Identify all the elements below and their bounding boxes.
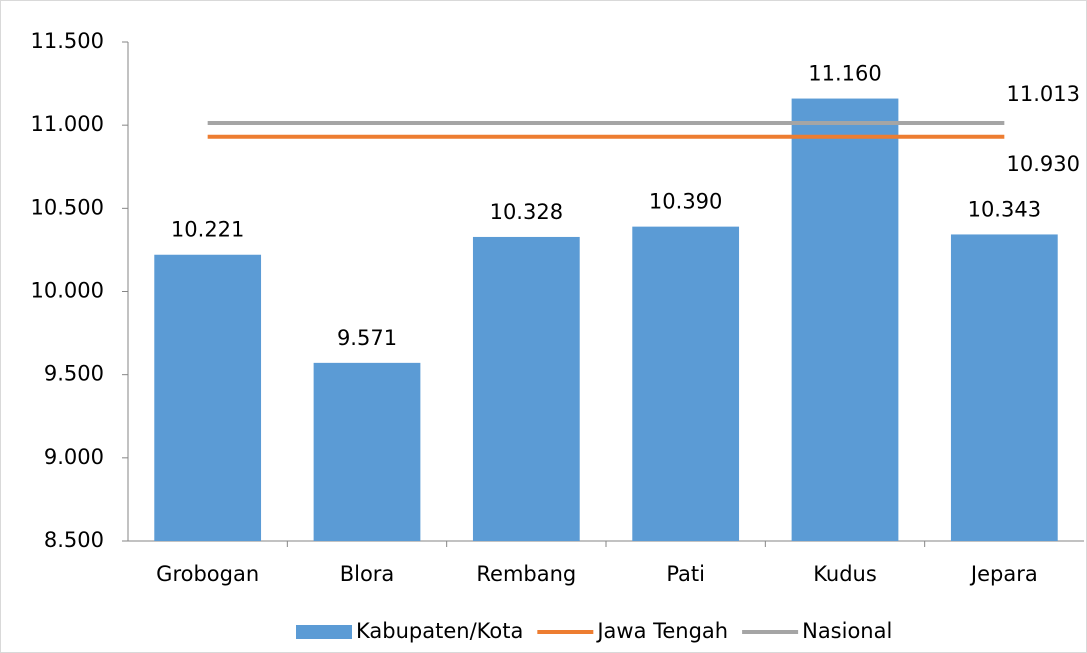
- x-tick-label: Jepara: [969, 562, 1038, 586]
- y-tick-label: 11.500: [31, 29, 104, 53]
- y-tick-label: 9.000: [44, 445, 104, 469]
- y-tick-label: 9.500: [44, 362, 104, 386]
- legend-swatch: [296, 625, 352, 639]
- bar: [791, 98, 899, 541]
- bar: [950, 234, 1058, 541]
- x-tick-label: Blora: [340, 562, 395, 586]
- x-tick-label: Grobogan: [156, 562, 259, 586]
- value-label: 10.221: [171, 218, 244, 242]
- value-label: 11.160: [808, 62, 881, 86]
- value-label: 10.390: [649, 190, 722, 214]
- bar: [154, 254, 262, 541]
- x-tick-label: Kudus: [813, 562, 877, 586]
- value-label: 9.571: [337, 326, 397, 350]
- value-label: 10.930: [1007, 152, 1080, 176]
- y-tick-label: 10.000: [31, 279, 104, 303]
- bar: [313, 362, 421, 541]
- legend-label: Jawa Tengah: [595, 619, 728, 643]
- legend-label: Nasional: [802, 619, 892, 643]
- x-tick-label: Pati: [666, 562, 705, 586]
- value-label: 11.013: [1007, 82, 1080, 106]
- bar: [632, 226, 740, 541]
- y-tick-label: 8.500: [44, 528, 104, 552]
- value-label: 10.328: [490, 200, 563, 224]
- bar: [472, 236, 580, 541]
- x-tick-label: Rembang: [476, 562, 576, 586]
- legend-label: Kabupaten/Kota: [356, 619, 523, 643]
- y-tick-label: 11.000: [31, 112, 104, 136]
- y-tick-label: 10.500: [31, 195, 104, 219]
- value-label: 10.343: [968, 197, 1041, 221]
